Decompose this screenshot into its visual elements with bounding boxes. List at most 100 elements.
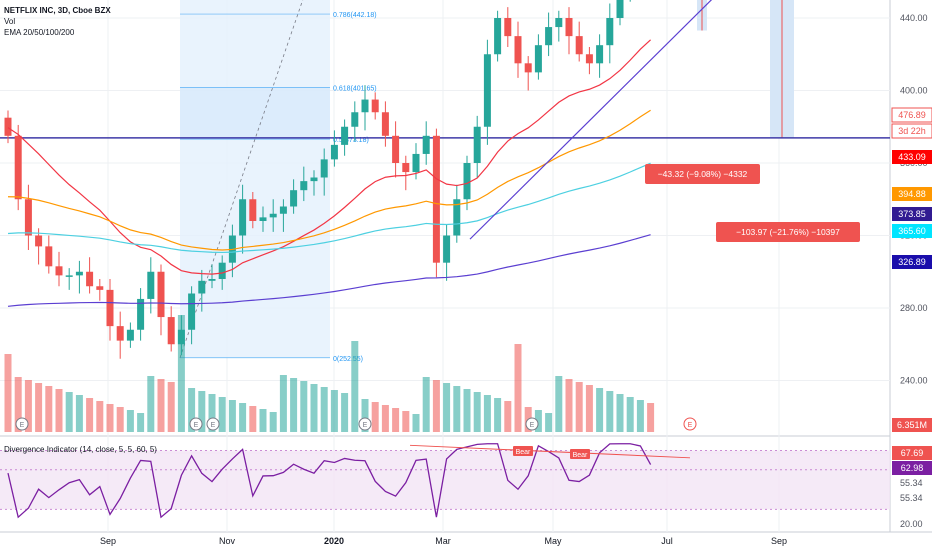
candle-body [126,329,134,341]
time-tick-label: Sep [100,536,116,546]
price-badge [892,418,932,432]
candle-body [208,279,216,281]
candle-body [341,126,349,145]
candle-body [432,135,440,263]
volume-bar [453,386,461,432]
candle-body [361,99,369,113]
volume-bar [310,384,318,432]
price-badge-label: 373.85 [898,209,926,219]
time-tick-label: Jul [661,536,673,546]
measure-label-text: −43.32 (−9.08%) −4332 [658,169,748,179]
rsi-badge-label: 62.98 [901,463,924,473]
candle-body [392,135,400,163]
price-badge [892,207,932,221]
candle-body [381,112,389,136]
candle-body [402,163,410,173]
price-badge-label: 433.09 [898,152,926,162]
rsi-badge-label: 67.69 [901,448,924,458]
volume-bar [96,401,104,432]
price-badge-label: 3d 22h [898,126,926,136]
volume-bar [606,391,614,432]
bear-label-box [513,446,533,456]
fib-band [180,87,330,140]
volume-bar [412,414,420,432]
volume-bar [116,407,124,432]
price-badge [892,224,932,238]
fib-zone [180,0,330,358]
volume-bar [565,379,573,432]
volume-bar [585,385,593,432]
candle-body [483,54,491,127]
price-badge-label: 394.88 [898,189,926,199]
candle-body [565,18,573,37]
volume-bar [534,410,542,432]
measure-label-box [716,222,860,242]
price-tick-label: 240.00 [900,376,928,386]
rsi-line [7,443,652,519]
candle-body [290,190,298,207]
ema-label: EMA 20/50/100/200 [4,28,75,37]
candle-body [35,235,43,247]
earnings-marker-label: E [530,422,535,429]
volume-bar [290,378,298,432]
earnings-marker-icon [358,417,372,431]
earnings-marker-icon [525,417,539,431]
volume-bar [596,388,604,432]
price-badge-label: 365.60 [898,226,926,236]
measure-label-box [645,164,760,184]
volume-bar [494,398,502,432]
candle-body [279,206,287,214]
volume-bar [402,411,410,432]
candle-body [14,135,22,200]
candle-body [75,271,83,276]
candle-body [167,317,175,345]
candle-body [606,18,614,46]
volume-bar [647,403,655,432]
volume-bar [35,383,43,432]
candle-body [65,275,73,277]
volume-bar [330,390,338,432]
price-badge [892,255,932,269]
fib-level-label: 0(252.55) [333,356,363,363]
chart-title: NETFLIX INC, 3D, Cboe BZX [4,6,111,15]
volume-bar [126,410,134,432]
candle-body [412,153,420,173]
earnings-marker-label: E [20,422,25,429]
price-tick-label: 400.00 [900,86,928,96]
candle-body [555,18,563,28]
candle-body [45,246,53,267]
candle-body [24,199,32,236]
volume-bar [75,395,83,432]
volume-bar [636,400,644,432]
rsi-tick-label: 55.34 [900,478,923,488]
volume-bar [432,380,440,432]
earnings-marker-icon [15,417,29,431]
time-tick-label: Sep [771,536,787,546]
volume-bar [422,377,430,432]
candle-body [453,199,461,236]
candle-body [218,262,226,279]
volume-bar [463,389,471,432]
rsi-band [0,450,890,510]
volume-bar [483,395,491,432]
volume-bar [188,388,196,432]
candle-body [371,99,379,113]
bear-label: Bear [573,452,588,459]
candle-body [330,144,338,160]
volume-bar [514,344,522,432]
volume-bar [55,389,63,432]
volume-bar [555,376,563,432]
candle-body [545,27,553,46]
volume-bar [341,393,349,432]
candle-body [55,266,63,276]
candle-body [494,18,502,55]
ema100-line [7,162,651,254]
measure-label-text: −103.97 (−21.76%) −10397 [736,227,840,237]
candle-body [86,271,94,287]
price-badge-label: 6.351M [897,420,927,430]
candle-body [300,181,308,191]
candle-body [249,199,257,221]
earnings-marker-icon [189,417,203,431]
candle-body [585,54,593,64]
